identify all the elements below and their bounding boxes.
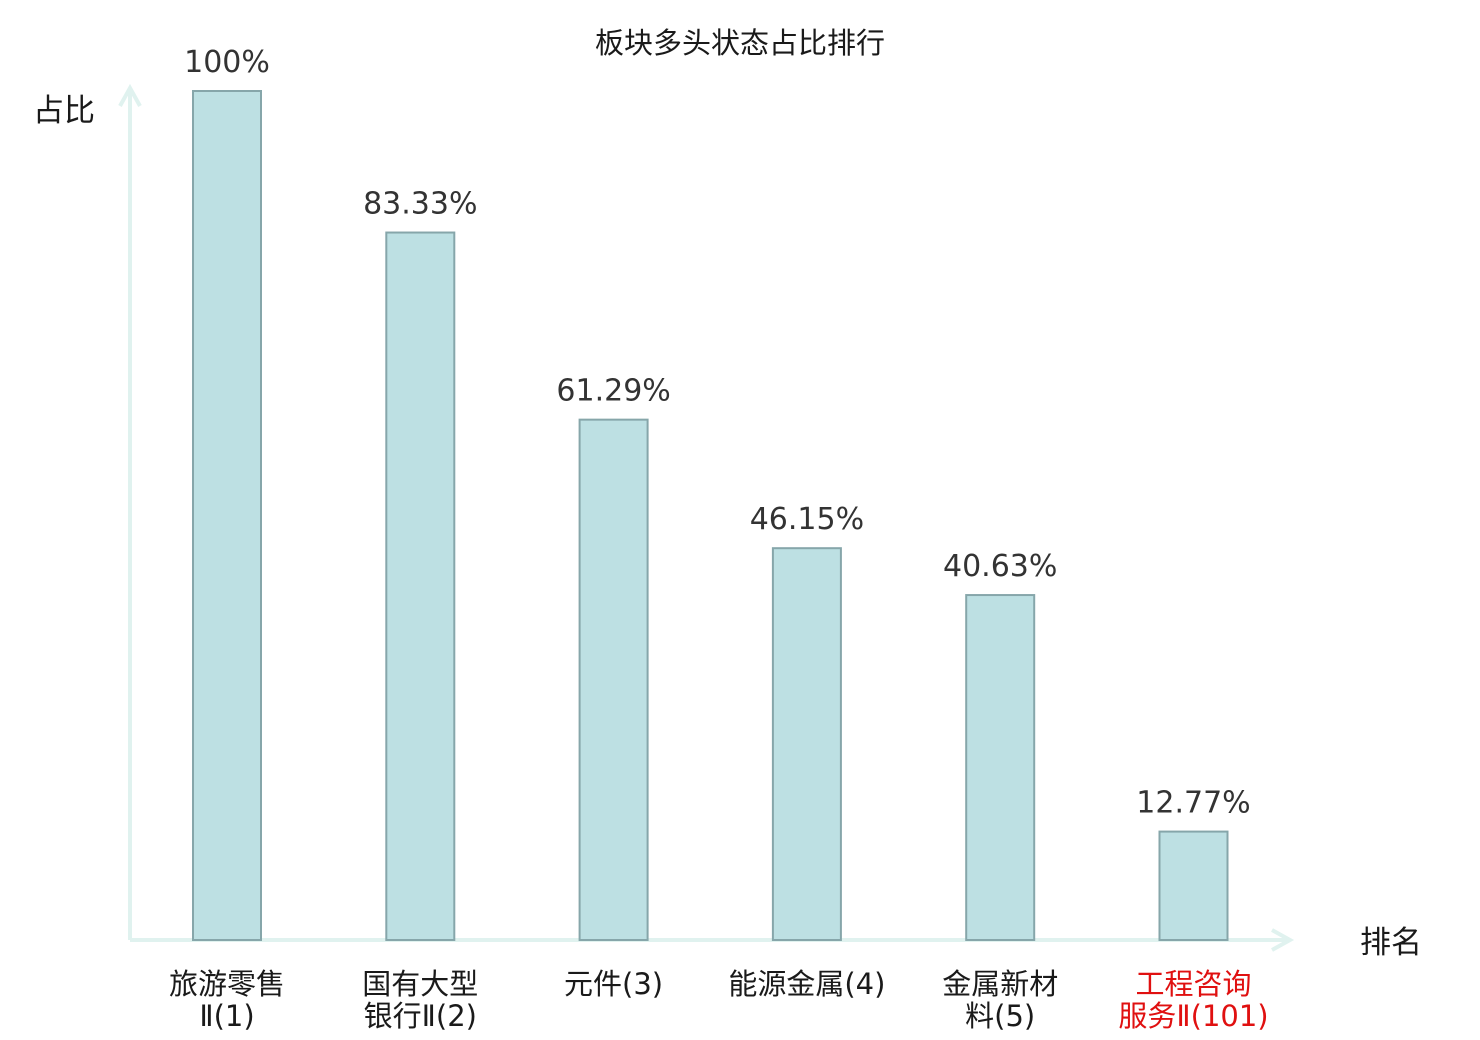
bar bbox=[385, 231, 456, 941]
y-axis-arrow bbox=[118, 83, 142, 107]
bar-value-label: 61.29% bbox=[556, 374, 670, 409]
bar-value-label: 40.63% bbox=[943, 549, 1057, 584]
x-tick-label-line: 工程咨询 bbox=[1135, 967, 1251, 1001]
bar bbox=[771, 547, 842, 942]
x-tick-label: 国有大型银行Ⅱ(2) bbox=[362, 967, 478, 1033]
x-tick-label-line: 旅游零售 bbox=[169, 967, 285, 1001]
x-tick-label-line: 银行Ⅱ(2) bbox=[364, 999, 477, 1033]
x-tick-label-line: 服务Ⅱ(101) bbox=[1118, 999, 1268, 1033]
bar-value-label: 100% bbox=[184, 45, 270, 80]
x-tick-label-line: Ⅱ(1) bbox=[199, 999, 254, 1033]
x-axis-arrow bbox=[1271, 928, 1295, 952]
bar-value-label: 12.77% bbox=[1136, 786, 1250, 821]
x-tick-label-line: 元件(3) bbox=[564, 967, 663, 1001]
bar bbox=[578, 418, 649, 941]
x-tick-label: 旅游零售 Ⅱ(1) bbox=[169, 967, 285, 1033]
x-axis-label: 排名 bbox=[1360, 925, 1422, 961]
x-tick-label: 元件(3) bbox=[564, 967, 663, 1001]
y-axis-label: 占比 bbox=[33, 93, 95, 129]
category-labels: 旅游零售 Ⅱ(1) 国有大型银行Ⅱ(2) 元件(3) 能源金属(4) 金属新材料(5) 工程… bbox=[169, 967, 1269, 1033]
bars bbox=[192, 90, 1229, 942]
bar bbox=[192, 90, 262, 941]
x-tick-label: 能源金属(4) bbox=[728, 967, 885, 1001]
axes bbox=[118, 83, 1295, 952]
x-tick-label: 金属新材料(5) bbox=[942, 967, 1058, 1033]
x-tick-label-line: 能源金属(4) bbox=[728, 967, 885, 1001]
x-tick-label-line: 金属新材 bbox=[942, 967, 1058, 1001]
x-tick-label-line: 国有大型 bbox=[362, 967, 478, 1001]
x-tick-label: 工程咨询服务Ⅱ(101) bbox=[1118, 967, 1268, 1033]
bar-value-label: 46.15% bbox=[750, 502, 864, 537]
bar bbox=[965, 594, 1036, 941]
x-tick-label-line: 料(5) bbox=[965, 999, 1035, 1033]
value-labels: 100% 83.33% 61.29% 46.15% 40.63% 12.77% bbox=[184, 45, 1251, 821]
bar bbox=[1158, 830, 1229, 941]
bar-value-label: 83.33% bbox=[363, 187, 477, 222]
chart-title: 板块多头状态占比排行 bbox=[595, 26, 885, 60]
